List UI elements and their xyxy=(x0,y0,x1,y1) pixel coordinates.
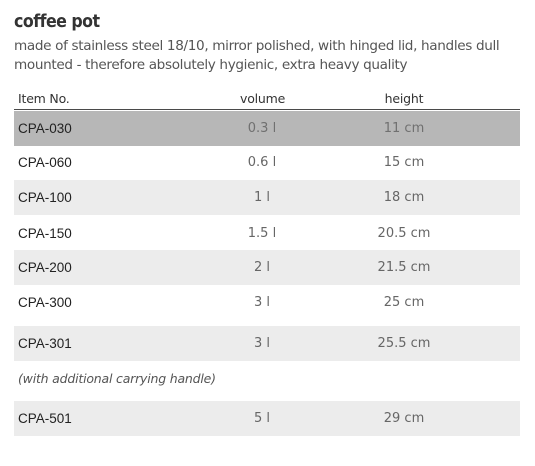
volume-cell: 3 l xyxy=(253,336,270,351)
table-row[interactable]: CPA-100 1 l 18 cm xyxy=(14,180,520,215)
table-row[interactable]: CPA-501 5 l 29 cm xyxy=(14,401,520,436)
item-number: CPA-150 xyxy=(18,226,72,241)
volume-cell: 1.5 l xyxy=(247,226,277,241)
header-item-no: Item No. xyxy=(18,91,70,106)
item-number: CPA-300 xyxy=(18,295,72,310)
table-header: Item No. volume height xyxy=(14,88,520,110)
height-cell: 18 cm xyxy=(383,190,425,205)
item-number: CPA-501 xyxy=(18,411,72,426)
item-number: CPA-100 xyxy=(18,190,72,205)
volume-cell: 0.3 l xyxy=(247,121,277,136)
description-line-1: made of stainless steel 18/10, mirror po… xyxy=(14,38,500,54)
header-volume: volume xyxy=(240,91,286,106)
height-cell: 15 cm xyxy=(383,155,425,170)
item-number: CPA-301 xyxy=(18,336,72,351)
volume-cell: 5 l xyxy=(253,411,270,426)
height-cell: 20.5 cm xyxy=(377,226,431,241)
height-cell: 25 cm xyxy=(383,295,425,310)
item-number: CPA-200 xyxy=(18,260,72,275)
height-cell: 29 cm xyxy=(383,411,425,426)
description-line-2: mounted - therefore absolutely hygienic,… xyxy=(14,57,408,73)
item-number: CPA-060 xyxy=(18,155,72,170)
volume-cell: 1 l xyxy=(253,190,270,205)
height-cell: 21.5 cm xyxy=(377,260,431,275)
product-description: made of stainless steel 18/10, mirror po… xyxy=(14,37,534,75)
table-row[interactable]: CPA-030 0.3 l 11 cm xyxy=(14,111,520,146)
product-title: coffee pot xyxy=(14,11,100,32)
table-row[interactable]: CPA-150 1.5 l 20.5 cm xyxy=(14,216,520,251)
height-cell: 25.5 cm xyxy=(377,336,431,351)
volume-cell: 2 l xyxy=(253,260,270,275)
volume-cell: 0.6 l xyxy=(247,155,277,170)
header-height: height xyxy=(384,91,424,106)
row-note: (with additional carrying handle) xyxy=(18,371,216,386)
table-row[interactable]: CPA-060 0.6 l 15 cm xyxy=(14,145,520,180)
table-row[interactable]: CPA-301 3 l 25.5 cm xyxy=(14,326,520,361)
item-number: CPA-030 xyxy=(18,121,72,136)
table-row[interactable]: CPA-200 2 l 21.5 cm xyxy=(14,250,520,285)
height-cell: 11 cm xyxy=(383,121,425,136)
volume-cell: 3 l xyxy=(253,295,270,310)
table-row[interactable]: CPA-300 3 l 25 cm xyxy=(14,285,520,320)
